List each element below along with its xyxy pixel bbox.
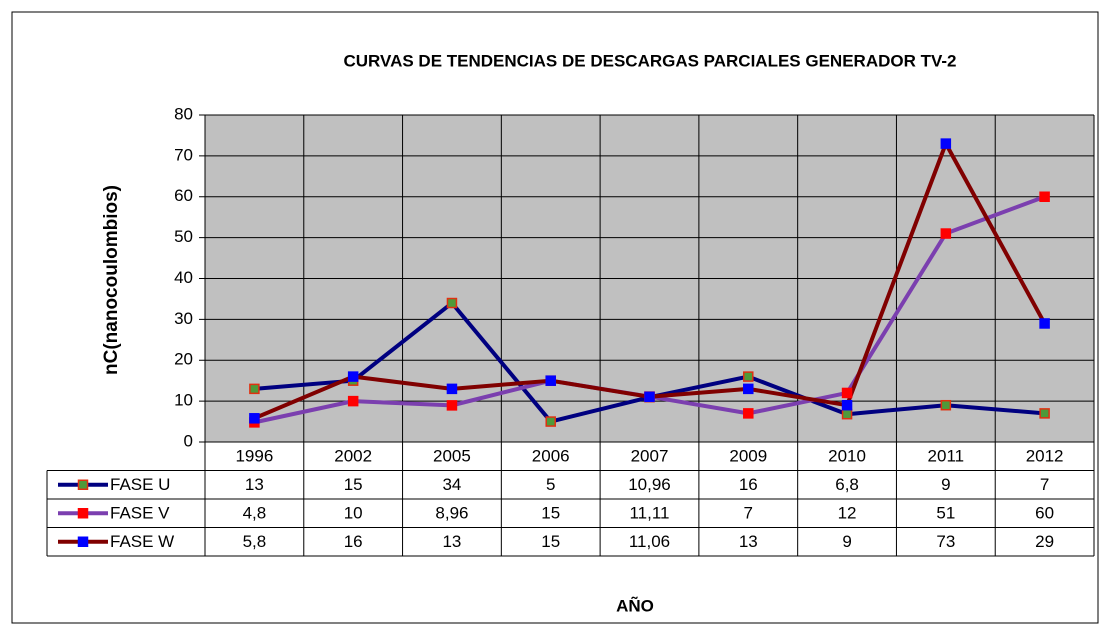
marker [1039,318,1050,329]
marker [644,391,655,403]
x-tick-label: 2002 [334,447,372,466]
y-tick-label: 80 [174,104,193,123]
table-value: 7 [1040,475,1049,494]
table-value: 6,8 [835,475,859,494]
marker [446,400,458,411]
x-tick-label: 2010 [828,447,866,466]
table-value: 60 [1035,504,1054,523]
x-tick-label: 2007 [631,447,669,466]
table-value: 11,11 [629,504,669,523]
table-value: 12 [838,504,857,523]
x-axis-label: AÑO [616,595,654,615]
marker [545,375,556,386]
marker [841,408,853,420]
table-value: 10 [344,504,363,523]
table-value: 8,96 [435,504,468,523]
marker [940,399,952,411]
table-value: 5,8 [243,532,267,551]
legend-label: FASE V [110,504,170,523]
table-value: 15 [541,504,560,523]
y-tick-label: 70 [174,145,193,164]
x-tick-label: 1996 [235,447,273,466]
legend-marker [77,479,89,490]
marker [347,395,359,407]
marker [249,413,260,424]
legend-marker [77,536,89,547]
table-value: 13 [245,475,264,494]
x-tick-label: 2006 [532,447,570,466]
marker [1039,408,1050,419]
marker [940,228,952,239]
table-value: 13 [739,532,758,551]
y-tick-label: 10 [174,391,193,410]
marker [841,387,853,399]
y-tick-label: 30 [174,309,193,328]
x-tick-label: 2011 [928,447,965,466]
table-value: 4,8 [243,504,267,523]
marker [249,383,260,395]
x-tick-label: 2005 [433,447,471,466]
marker [347,371,359,382]
marker [446,297,458,309]
chart-title: CURVAS DE TENDENCIAS DE DESCARGAS PARCIA… [343,51,956,70]
y-tick-label: 60 [174,186,193,205]
table-value: 9 [941,475,950,494]
table-value: 13 [442,532,461,551]
table-value: 7 [744,504,753,523]
legend-marker [77,508,89,519]
marker [1039,191,1050,202]
table-value: 29 [1035,532,1054,551]
table-value: 16 [344,532,363,551]
marker [545,416,556,427]
table-value: 73 [936,532,955,551]
legend-label: FASE W [110,532,174,551]
y-tick-label: 20 [174,350,193,369]
table-value: 51 [936,504,955,523]
legend-label: FASE U [110,475,170,494]
marker [841,399,853,411]
table-value: 16 [739,475,758,494]
y-tick-label: 50 [174,227,193,246]
table-value: 15 [541,532,560,551]
table-value: 10,96 [628,475,671,494]
table-value: 11,06 [629,532,670,551]
marker [743,383,754,395]
y-tick-label: 0 [184,431,193,450]
marker [743,371,754,382]
x-tick-label: 2012 [1026,447,1064,466]
marker [940,138,952,149]
marker [743,408,754,419]
table-value: 15 [344,475,363,494]
x-tick-label: 2009 [729,447,767,466]
y-axis-label: nC(nanocoulombios) [101,185,122,375]
marker [446,383,458,395]
table-value: 34 [442,475,461,494]
table-value: 5 [546,475,555,494]
table-value: 9 [842,532,851,551]
y-tick-label: 40 [174,268,193,287]
